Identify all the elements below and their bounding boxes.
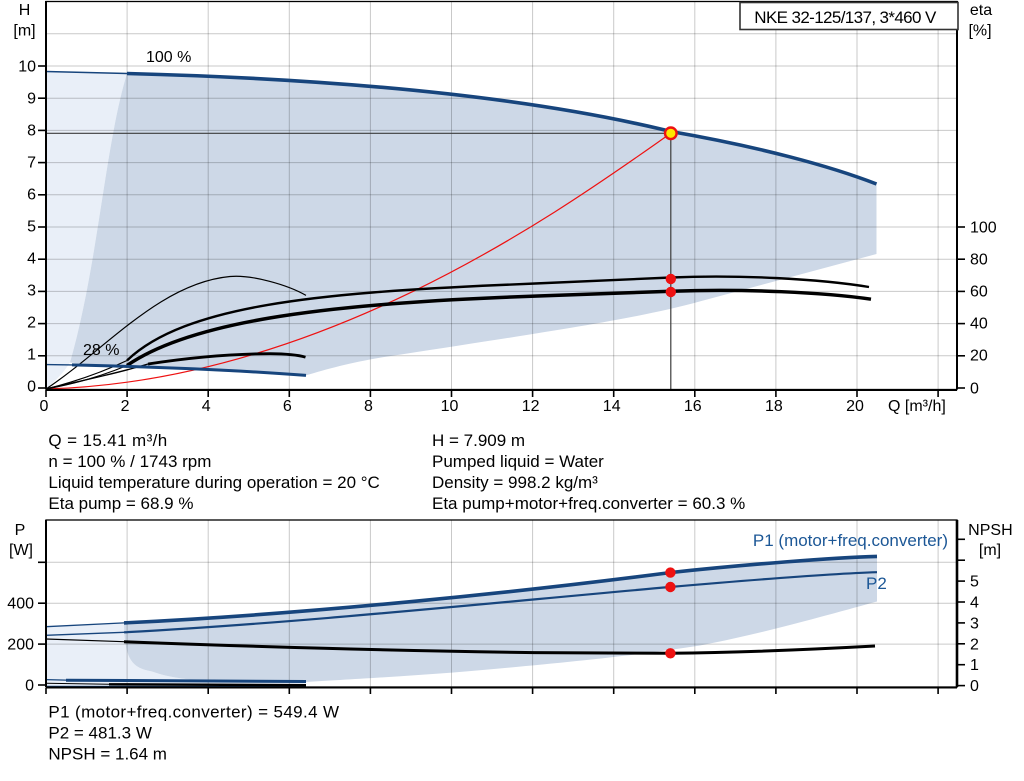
svg-text:2: 2: [27, 315, 36, 332]
svg-text:9: 9: [27, 91, 36, 108]
svg-text:5: 5: [27, 219, 36, 236]
svg-text:0: 0: [970, 678, 979, 695]
svg-text:7: 7: [27, 155, 36, 172]
svg-text:Density = 998.2 kg/m³: Density = 998.2 kg/m³: [432, 473, 598, 492]
svg-text:P2 = 481.3 W: P2 = 481.3 W: [48, 723, 151, 742]
svg-text:Eta pump+motor+freq.converter: Eta pump+motor+freq.converter = 60.3 %: [432, 494, 745, 513]
svg-text:5: 5: [970, 574, 979, 591]
svg-text:[W]: [W]: [9, 542, 33, 559]
svg-text:Pumped liquid = Water: Pumped liquid = Water: [432, 452, 604, 471]
svg-text:16: 16: [684, 398, 702, 415]
svg-text:NPSH = 1.64 m: NPSH = 1.64 m: [48, 745, 167, 764]
svg-text:18: 18: [765, 398, 783, 415]
svg-text:0: 0: [27, 379, 36, 396]
svg-text:400: 400: [7, 596, 34, 613]
svg-text:3: 3: [970, 615, 979, 632]
svg-text:[%]: [%]: [968, 23, 991, 40]
svg-text:Liquid temperature during oper: Liquid temperature during operation = 20…: [48, 473, 379, 492]
svg-text:80: 80: [970, 252, 988, 269]
svg-text:60: 60: [970, 284, 988, 301]
svg-text:100 %: 100 %: [146, 49, 191, 66]
svg-text:1: 1: [970, 657, 979, 674]
svg-text:28 %: 28 %: [83, 342, 119, 359]
svg-text:eta: eta: [970, 2, 992, 19]
svg-text:10: 10: [441, 398, 459, 415]
svg-text:20: 20: [846, 398, 864, 415]
svg-text:0: 0: [25, 678, 34, 695]
svg-text:[m]: [m]: [13, 22, 35, 39]
svg-text:Q [m³/h]: Q [m³/h]: [888, 398, 946, 415]
svg-text:P: P: [15, 522, 26, 539]
svg-text:8: 8: [27, 123, 36, 140]
svg-text:Eta pump = 68.9 %: Eta pump = 68.9 %: [48, 494, 193, 513]
svg-text:P2: P2: [866, 574, 887, 593]
svg-text:H = 7.909 m: H = 7.909 m: [432, 431, 525, 450]
svg-text:12: 12: [522, 398, 540, 415]
svg-text:3: 3: [27, 283, 36, 300]
svg-text:8: 8: [364, 398, 373, 415]
svg-text:NKE 32-125/137, 3*460 V: NKE 32-125/137, 3*460 V: [754, 8, 937, 27]
svg-text:P1 (motor+freq.converter) = 54: P1 (motor+freq.converter) = 549.4 W: [48, 702, 339, 721]
svg-text:10: 10: [18, 59, 36, 76]
svg-text:1: 1: [27, 347, 36, 364]
svg-text:4: 4: [202, 398, 211, 415]
svg-text:40: 40: [970, 316, 988, 333]
svg-text:200: 200: [7, 637, 34, 654]
svg-text:6: 6: [27, 187, 36, 204]
svg-text:n = 100 % / 1743 rpm: n = 100 % / 1743 rpm: [48, 452, 211, 471]
svg-text:100: 100: [970, 220, 997, 237]
svg-text:Q = 15.41 m³/h: Q = 15.41 m³/h: [48, 431, 167, 450]
svg-text:P1 (motor+freq.converter): P1 (motor+freq.converter): [753, 531, 948, 550]
svg-text:NPSH: NPSH: [968, 522, 1012, 539]
svg-text:4: 4: [27, 251, 36, 268]
svg-text:H: H: [19, 2, 31, 19]
svg-text:4: 4: [970, 595, 979, 612]
svg-text:20: 20: [970, 348, 988, 365]
svg-text:0: 0: [40, 398, 49, 415]
svg-text:14: 14: [603, 398, 621, 415]
svg-text:6: 6: [283, 398, 292, 415]
svg-text:0: 0: [970, 381, 979, 398]
svg-text:[m]: [m]: [979, 542, 1001, 559]
svg-text:2: 2: [970, 636, 979, 653]
svg-text:2: 2: [121, 398, 130, 415]
